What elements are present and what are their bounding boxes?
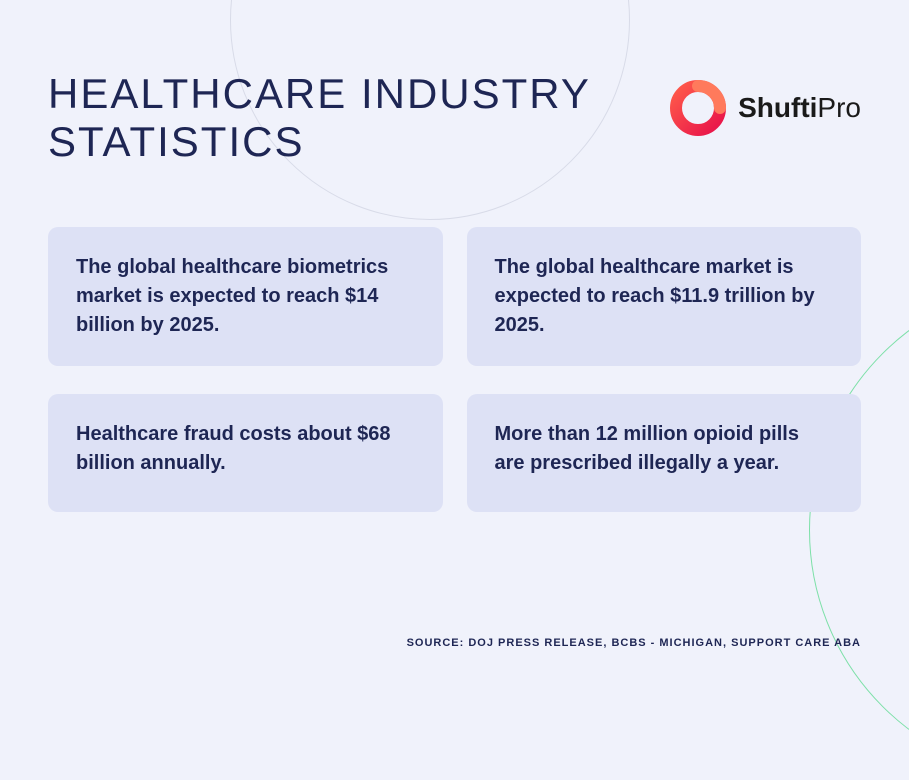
brand-suffix: Pro (817, 92, 861, 123)
stat-card: Healthcare fraud costs about $68 billion… (48, 394, 443, 512)
stat-card-text: More than 12 million opioid pills are pr… (495, 420, 834, 478)
source-attribution: SOURCE: DOJ PRESS RELEASE, BCBS - MICHIG… (407, 637, 861, 649)
stat-card-text: The global healthcare biometrics market … (76, 253, 415, 340)
stats-cards-grid: The global healthcare biometrics market … (0, 167, 909, 512)
stat-card: More than 12 million opioid pills are pr… (467, 394, 862, 512)
shufti-logo-icon (670, 80, 726, 136)
brand-name: Shufti (738, 92, 817, 123)
stat-card: The global healthcare market is expected… (467, 227, 862, 366)
stat-card-text: The global healthcare market is expected… (495, 253, 834, 340)
header: HEALTHCARE INDUSTRY STATISTICS ShuftiPro (0, 0, 909, 167)
brand-logo-text: ShuftiPro (738, 92, 861, 124)
page-title: HEALTHCARE INDUSTRY STATISTICS (48, 70, 670, 167)
brand-logo: ShuftiPro (670, 80, 861, 136)
stat-card: The global healthcare biometrics market … (48, 227, 443, 366)
stat-card-text: Healthcare fraud costs about $68 billion… (76, 420, 415, 478)
